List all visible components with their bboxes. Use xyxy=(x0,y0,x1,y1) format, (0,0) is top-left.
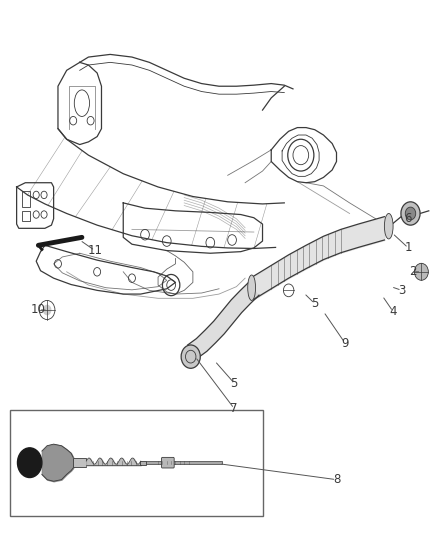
Circle shape xyxy=(181,345,200,368)
Text: 2: 2 xyxy=(409,265,417,278)
Circle shape xyxy=(414,263,428,280)
Text: 9: 9 xyxy=(342,337,349,350)
Text: 11: 11 xyxy=(88,244,102,257)
Text: 6: 6 xyxy=(405,212,412,225)
Text: 8: 8 xyxy=(333,473,340,486)
Bar xyxy=(146,461,223,464)
Text: 10: 10 xyxy=(31,303,46,317)
Bar xyxy=(22,212,30,221)
Circle shape xyxy=(18,448,42,478)
Text: 5: 5 xyxy=(230,377,238,390)
Text: 3: 3 xyxy=(398,284,406,297)
FancyBboxPatch shape xyxy=(10,410,262,516)
Bar xyxy=(22,191,30,207)
Text: 7: 7 xyxy=(230,402,238,415)
Circle shape xyxy=(43,305,51,316)
Bar xyxy=(73,458,86,467)
Bar xyxy=(140,461,146,465)
Text: 1: 1 xyxy=(405,241,412,254)
FancyBboxPatch shape xyxy=(162,457,174,468)
Ellipse shape xyxy=(385,214,393,239)
Text: 5: 5 xyxy=(311,297,318,310)
Polygon shape xyxy=(187,282,259,358)
Circle shape xyxy=(401,202,420,225)
Text: 4: 4 xyxy=(389,305,397,318)
Circle shape xyxy=(405,207,416,220)
Ellipse shape xyxy=(248,275,255,301)
